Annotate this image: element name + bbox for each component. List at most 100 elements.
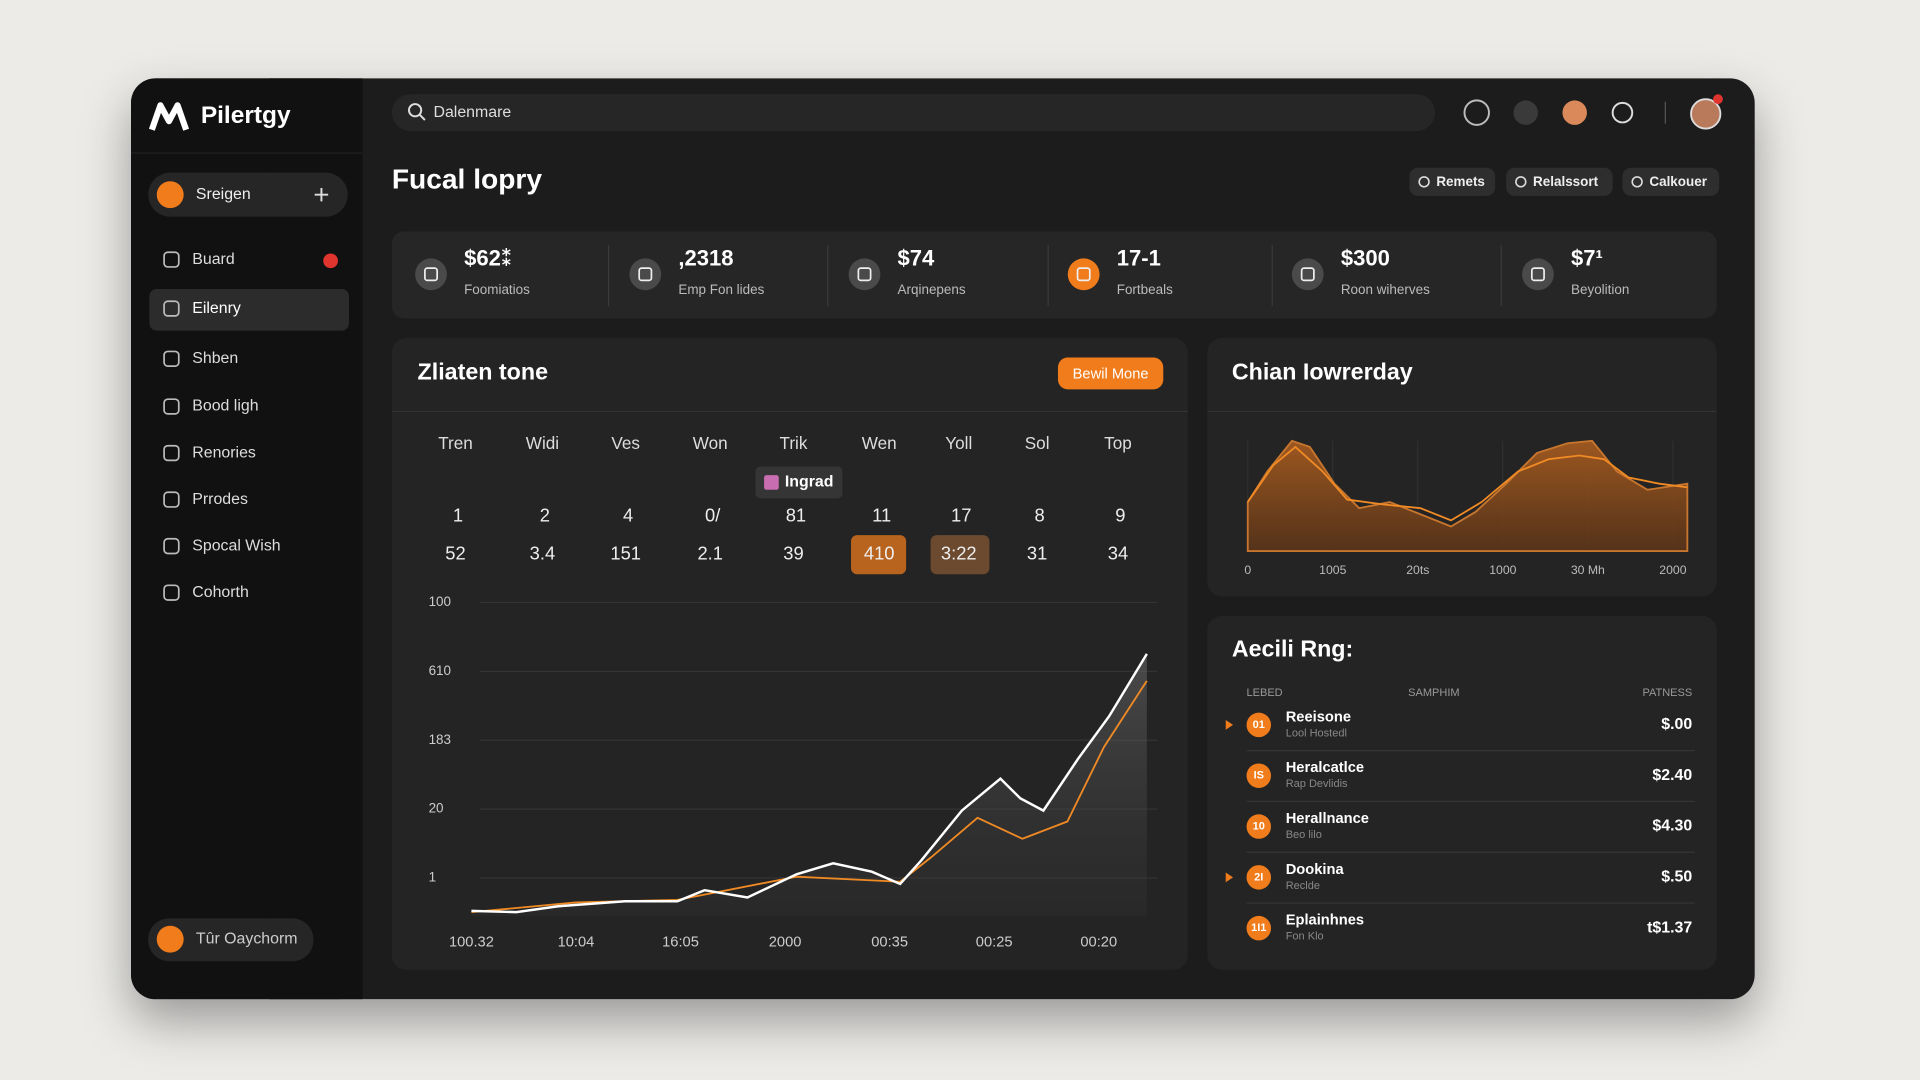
x-tick-label: 00:25 xyxy=(976,935,1013,951)
stat-value: $7¹ xyxy=(1571,245,1603,270)
action-button[interactable] xyxy=(1506,167,1613,196)
panel-title: Zliaten tone xyxy=(418,359,549,385)
panel-button[interactable] xyxy=(1057,357,1164,390)
y-tick-label: 610 xyxy=(429,663,451,678)
table-header: Ves xyxy=(611,433,640,453)
workspace-name: Sreigen xyxy=(196,186,251,203)
stat-label: Roon wiherves xyxy=(1341,282,1430,297)
row-badge-label: 10 xyxy=(1253,820,1265,832)
stat-icon xyxy=(1291,258,1324,291)
stat-glyph xyxy=(424,267,438,282)
search-bar[interactable] xyxy=(391,94,1436,132)
table-cell: 2.1 xyxy=(697,543,723,564)
nav-icon xyxy=(163,398,180,415)
nav-icon xyxy=(163,537,180,555)
row-sub: Lool Hostedl xyxy=(1286,727,1347,739)
action-label: Relalssort xyxy=(1533,174,1599,189)
y-tick-label: 100 xyxy=(429,594,451,609)
nav-icon xyxy=(163,251,180,268)
stat-label: Fortbeals xyxy=(1117,282,1173,297)
table-cell: 9 xyxy=(1115,505,1125,526)
row-badge-label: 1I1 xyxy=(1251,922,1266,934)
y-tick-label: 20 xyxy=(429,801,444,816)
add-icon[interactable] xyxy=(314,187,329,202)
icon-avatar[interactable] xyxy=(1562,100,1587,125)
icon-help[interactable] xyxy=(1611,101,1634,124)
row-marker xyxy=(1225,872,1234,883)
stat-value: $62⁑ xyxy=(464,245,512,270)
nav-item: Shben xyxy=(192,350,238,367)
row-sub: Reclde xyxy=(1286,880,1320,892)
stat-icon xyxy=(629,258,662,291)
nav-icon xyxy=(163,350,180,367)
nav-item: Bood ligh xyxy=(192,398,258,415)
search-icon xyxy=(408,103,423,118)
nav-badge xyxy=(323,253,338,269)
nav-item: Buard xyxy=(192,251,234,268)
table-cell: 4 xyxy=(623,505,633,526)
x-tick-label: 1005 xyxy=(1319,563,1346,577)
action-icon xyxy=(1515,176,1527,188)
x-tick-label: 30 Mh xyxy=(1571,563,1605,577)
stats-bar xyxy=(391,231,1717,319)
footer-pill[interactable] xyxy=(148,918,314,962)
stat-icon xyxy=(848,258,881,291)
workspace-switch[interactable] xyxy=(148,172,348,217)
row-marker xyxy=(1225,720,1234,730)
icon-timer[interactable] xyxy=(1463,99,1490,126)
stat-glyph xyxy=(638,267,653,282)
stat-label: Beyolition xyxy=(1571,282,1629,297)
x-tick-label: 10:04 xyxy=(558,935,595,951)
x-tick-label: 00:20 xyxy=(1080,935,1117,951)
table-cell: 2 xyxy=(540,505,550,526)
y-tick-label: 183 xyxy=(429,732,451,747)
row-amount: $2.40 xyxy=(1652,767,1692,784)
table-tag-label: Ingrad xyxy=(785,474,834,491)
table-cell: 52 xyxy=(445,543,465,564)
table-header: Trik xyxy=(780,433,808,453)
x-tick-label: 16:05 xyxy=(662,935,699,951)
area-fill xyxy=(471,653,1147,916)
nav-item: Prrodes xyxy=(192,491,248,508)
logo xyxy=(148,102,190,131)
icon-music[interactable] xyxy=(1513,100,1538,125)
brand: Pilertgy xyxy=(201,102,291,129)
table-cell: 151 xyxy=(610,543,641,564)
stat-label: Arqinepens xyxy=(898,282,966,297)
action-button[interactable] xyxy=(1622,167,1720,196)
table-header: Top xyxy=(1104,433,1132,453)
table-cell: 34 xyxy=(1108,543,1128,564)
row-sub: Rap Devlidis xyxy=(1286,778,1348,790)
list-panel xyxy=(1207,615,1717,970)
row-badge xyxy=(1246,865,1272,890)
search-icon-handle xyxy=(419,114,426,121)
action-button[interactable] xyxy=(1409,167,1496,196)
table-header: Widi xyxy=(526,433,559,453)
nav-icon xyxy=(163,584,180,601)
row-amount: $4.30 xyxy=(1652,818,1692,835)
table-cell: 81 xyxy=(786,505,806,526)
column-header: SAMPHIM xyxy=(1408,687,1459,699)
sidebar-edge xyxy=(269,78,363,1000)
nav-item: Spocal Wish xyxy=(192,537,280,554)
user-avatar[interactable] xyxy=(1690,98,1722,130)
nav-icon xyxy=(163,444,180,462)
x-tick-label: 0 xyxy=(1244,563,1251,577)
table-cell: 3:22 xyxy=(941,543,977,564)
user-badge xyxy=(1713,94,1723,105)
table-cell: 11 xyxy=(872,505,891,526)
x-tick-label: 1000 xyxy=(1489,563,1516,577)
stat-value: $74 xyxy=(898,245,936,270)
stat-glyph xyxy=(1530,267,1545,282)
table-header: Won xyxy=(693,433,728,453)
line-series xyxy=(1247,445,1688,522)
table-header: Sol xyxy=(1025,433,1050,453)
workspace-icon xyxy=(156,181,184,209)
stat-label: Foomiatios xyxy=(464,282,530,297)
table-tag xyxy=(755,466,843,499)
table-cell: 17 xyxy=(951,505,971,526)
panel-button-label: Bewil Mone xyxy=(1073,367,1149,383)
nav-item: Eilenry xyxy=(192,300,241,317)
stat-glyph xyxy=(857,267,872,282)
row-name: Reeisone xyxy=(1286,709,1351,725)
